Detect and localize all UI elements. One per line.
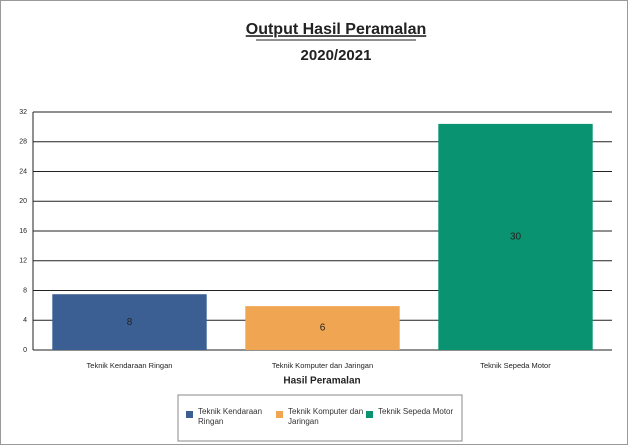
y-tick-label: 16	[19, 228, 27, 235]
y-tick-label: 24	[19, 168, 27, 175]
legend-item: Teknik Sepeda Motor	[378, 407, 454, 416]
bar	[438, 123, 593, 351]
y-tick-label: 28	[19, 139, 27, 146]
legend-label: Teknik Kendaraan Ringan	[198, 407, 263, 426]
legend-swatch	[186, 411, 193, 418]
legend-item: Teknik Komputer dan Jaringan	[288, 407, 364, 426]
x-tick-label: Teknik Komputer dan Jaringan	[272, 361, 373, 370]
y-tick-label: 20	[19, 198, 27, 205]
legend-swatch	[276, 411, 283, 418]
data-label: 8	[127, 317, 133, 328]
data-label: 30	[510, 232, 522, 243]
legend-label: Teknik Komputer dan Jaringan	[288, 407, 364, 426]
bar	[245, 306, 400, 350]
x-axis-label: Hasil Peramalan	[283, 376, 360, 387]
y-tick-label: 8	[23, 287, 27, 294]
legend-item: Teknik Kendaraan Ringan	[198, 407, 263, 426]
chart-title: Output Hasil Peramalan	[246, 21, 427, 38]
data-label: 6	[320, 323, 326, 334]
legend	[177, 394, 463, 442]
bar	[52, 294, 207, 350]
x-tick-label: Teknik Kendaraan Ringan	[87, 361, 173, 370]
chart-subtitle: 2020/2021	[301, 47, 372, 64]
y-tick-label: 0	[23, 347, 27, 354]
y-tick-label: 4	[23, 317, 27, 324]
y-tick-label: 32	[19, 109, 27, 116]
y-tick-label: 12	[19, 258, 27, 265]
legend-label: Teknik Sepeda Motor	[378, 407, 454, 416]
legend-swatch	[366, 411, 373, 418]
x-tick-label: Teknik Sepeda Motor	[480, 361, 551, 370]
